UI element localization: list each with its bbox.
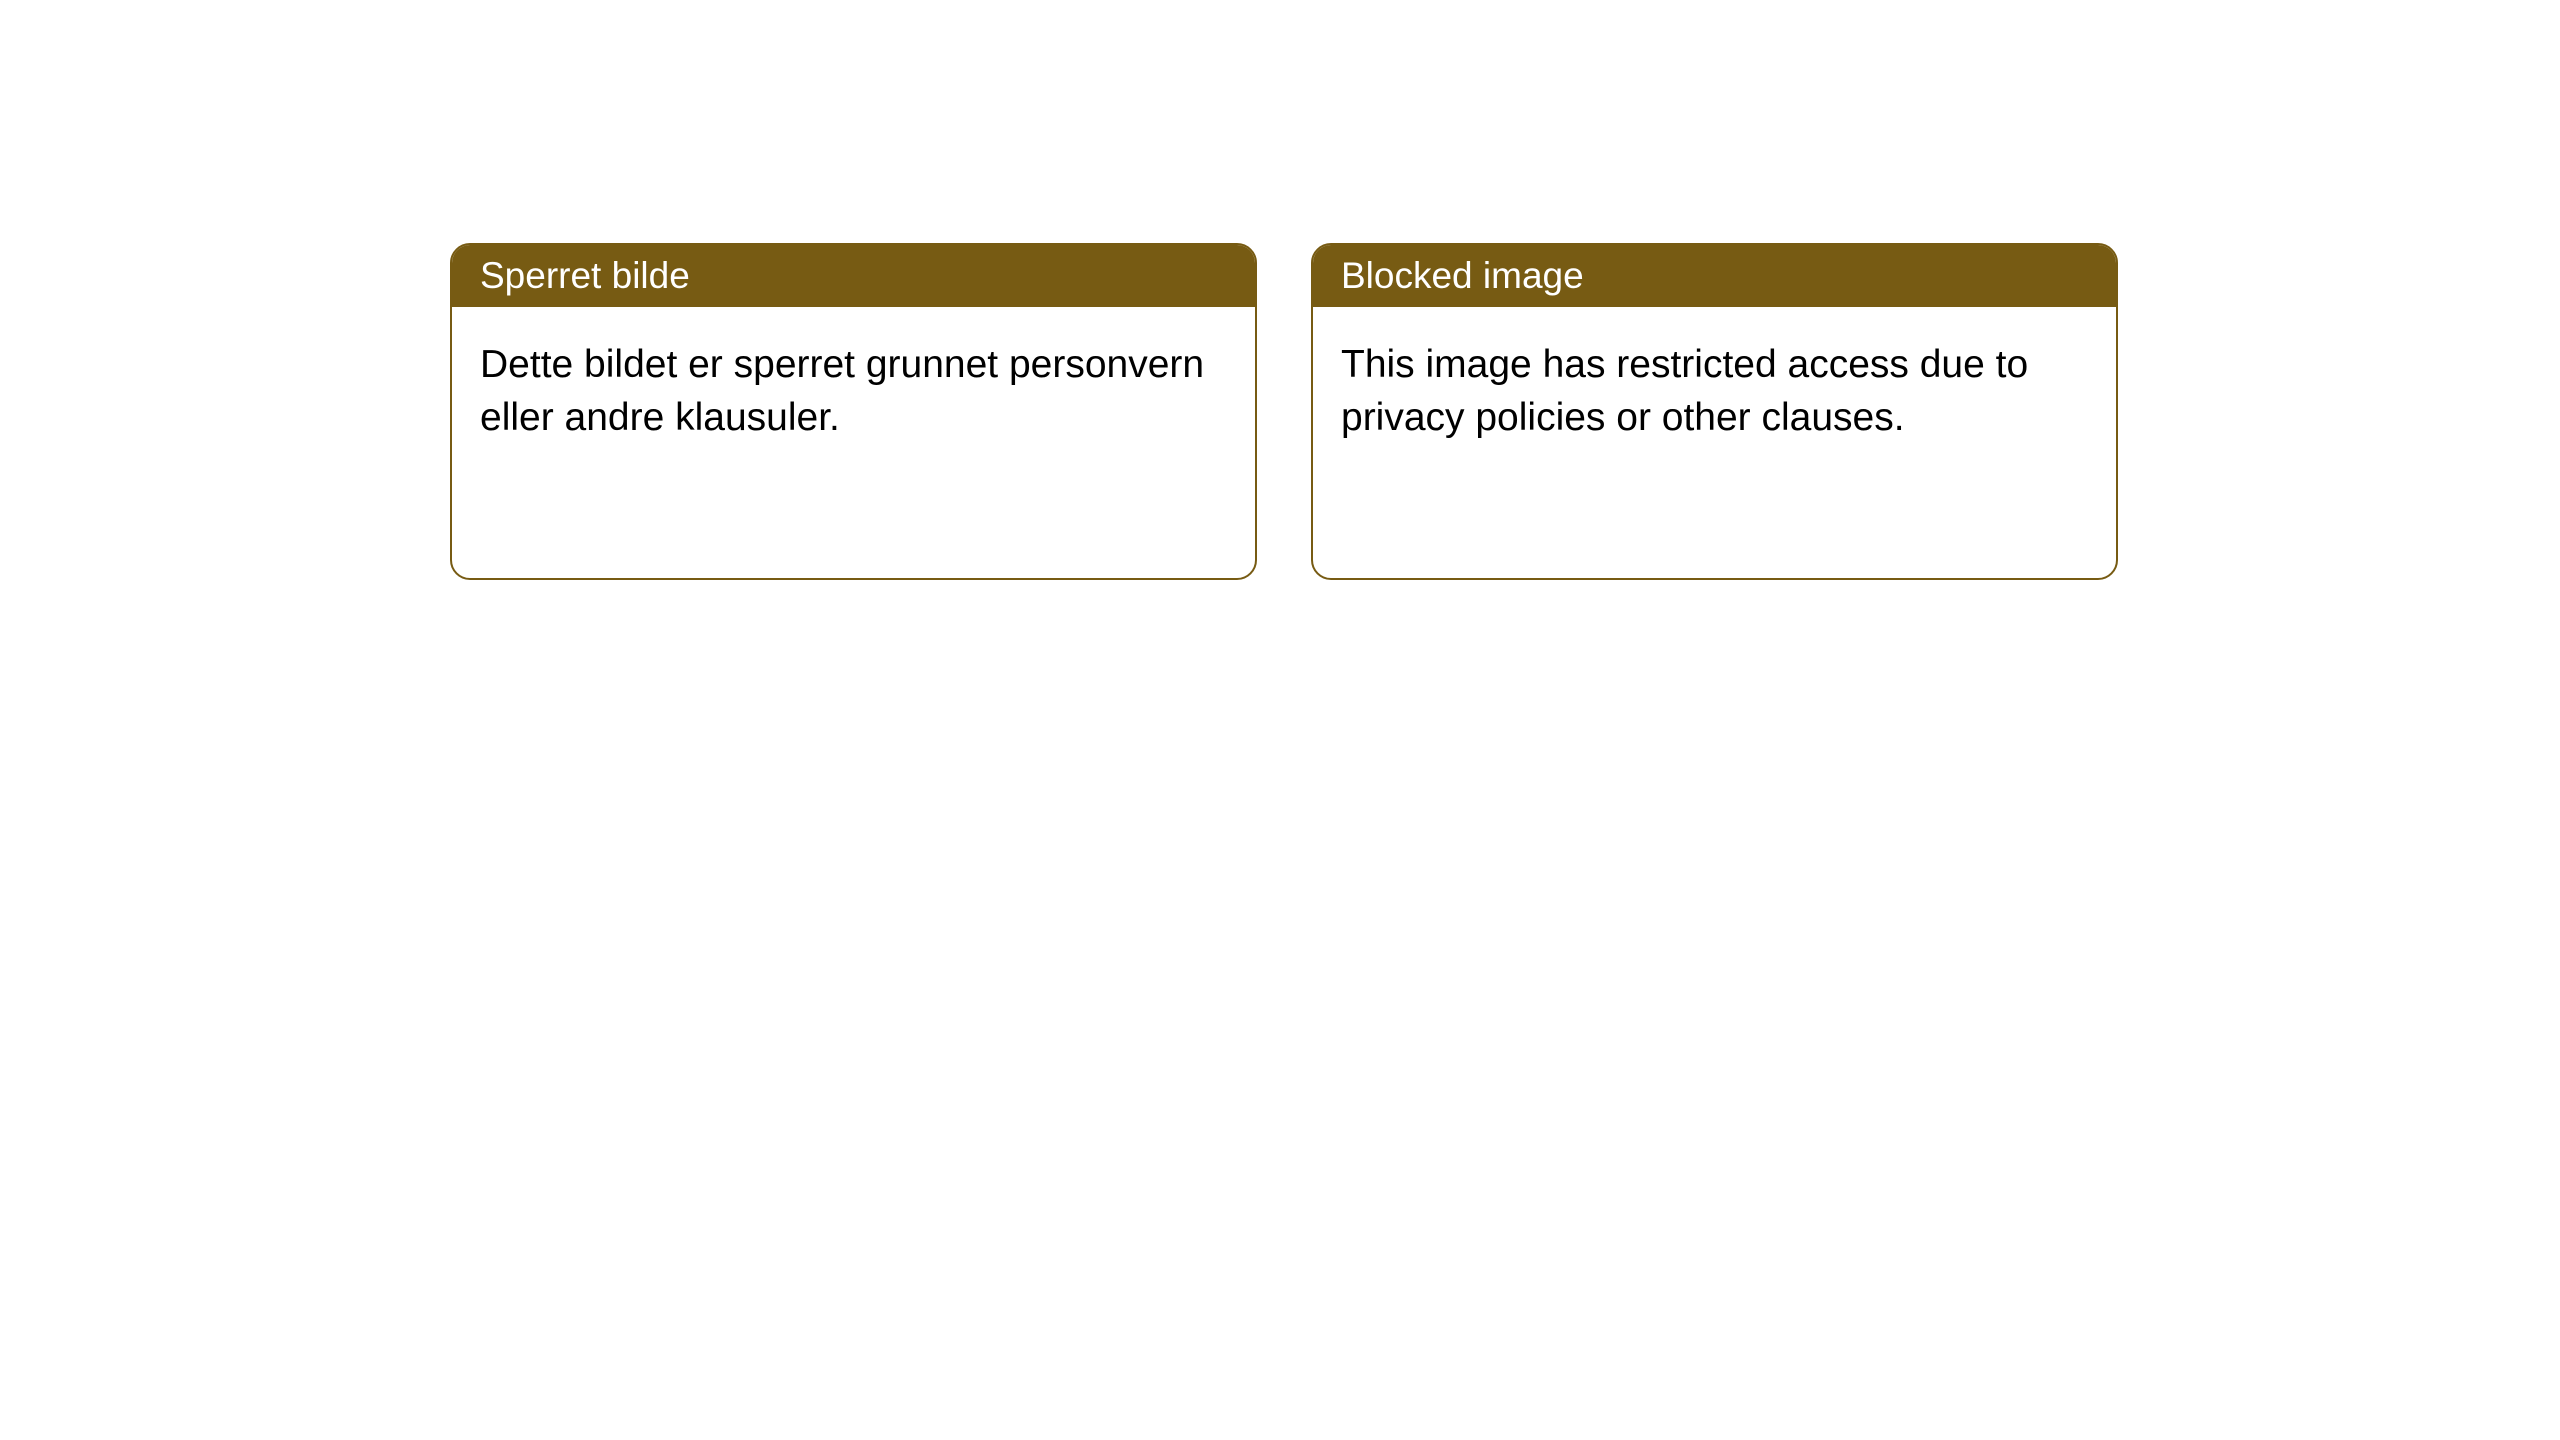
notice-text-english: This image has restricted access due to … — [1341, 343, 2028, 439]
notice-body-norwegian: Dette bildet er sperret grunnet personve… — [452, 307, 1255, 476]
notice-header-english: Blocked image — [1313, 245, 2116, 307]
notice-card-english: Blocked image This image has restricted … — [1311, 243, 2118, 580]
notices-container: Sperret bilde Dette bildet er sperret gr… — [450, 243, 2118, 580]
notice-card-norwegian: Sperret bilde Dette bildet er sperret gr… — [450, 243, 1257, 580]
notice-header-norwegian: Sperret bilde — [452, 245, 1255, 307]
notice-text-norwegian: Dette bildet er sperret grunnet personve… — [480, 343, 1204, 439]
notice-title-english: Blocked image — [1341, 255, 1584, 296]
notice-body-english: This image has restricted access due to … — [1313, 307, 2116, 476]
notice-title-norwegian: Sperret bilde — [480, 255, 690, 296]
